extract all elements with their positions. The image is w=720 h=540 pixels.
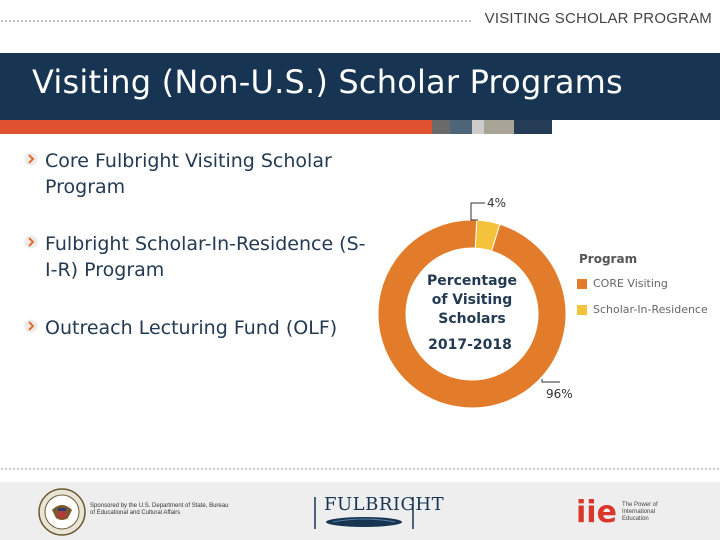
fulbright-wordmark: FULBRIGHT: [324, 494, 445, 515]
center-label-line-2: of Visiting: [432, 292, 513, 308]
sponsor-text: Sponsored by the U.S. Department of Stat…: [90, 503, 229, 516]
legend-title: Program: [579, 252, 638, 266]
accent-stripe-gray: [432, 120, 450, 134]
pie-slice-core-visiting: [377, 219, 567, 409]
legend-swatch: [577, 305, 587, 315]
legend-label: CORE Visiting: [593, 277, 668, 290]
page-title: Visiting (Non-U.S.) Scholar Programs: [32, 63, 623, 101]
center-label-line-1: Percentage: [427, 273, 517, 289]
iie-logo-icon: iie: [576, 495, 617, 526]
iie-tagline: The Power of International Education: [622, 502, 658, 522]
footer-dotted-rule: [0, 467, 720, 471]
chevron-right-icon: [24, 152, 38, 166]
slice-label-scholar-in-residence: 4%: [487, 196, 506, 210]
footer-bar: [0, 482, 720, 540]
bullet-text: Fulbright Scholar-In-Residence (S-I-R) P…: [45, 233, 366, 281]
chevron-right-icon: [24, 235, 38, 249]
legend-label: Scholar-In-Residence: [593, 303, 708, 316]
bullet-text: Outreach Lecturing Fund (OLF): [45, 317, 338, 339]
accent-stripe-light: [472, 120, 484, 134]
chart-legend: Program CORE Visiting Scholar-In-Residen…: [569, 247, 716, 327]
accent-stripe-slate: [450, 120, 472, 134]
center-label-line-3: Scholars: [438, 311, 505, 327]
chevron-right-icon: [24, 319, 38, 333]
slice-label-core-visiting: 96%: [546, 387, 573, 401]
section-label: VISITING SCHOLAR PROGRAM: [484, 10, 712, 27]
header-dotted-rule: [0, 19, 472, 23]
title-bar: [0, 53, 720, 120]
accent-stripe-orange: [0, 120, 432, 134]
bullet-text: Core Fulbright Visiting Scholar Program: [45, 150, 332, 198]
legend-swatch: [577, 279, 587, 289]
leader-line-4: [470, 202, 485, 221]
state-department-seal-icon: [38, 488, 86, 536]
accent-stripe-navy: [514, 120, 552, 134]
fulbright-logo-icon: [314, 497, 414, 529]
accent-stripe-tan: [484, 120, 514, 134]
center-label-line-4: 2017-2018: [428, 337, 512, 353]
leader-line-96: [541, 379, 560, 383]
svg-text:iie: iie: [576, 495, 617, 526]
